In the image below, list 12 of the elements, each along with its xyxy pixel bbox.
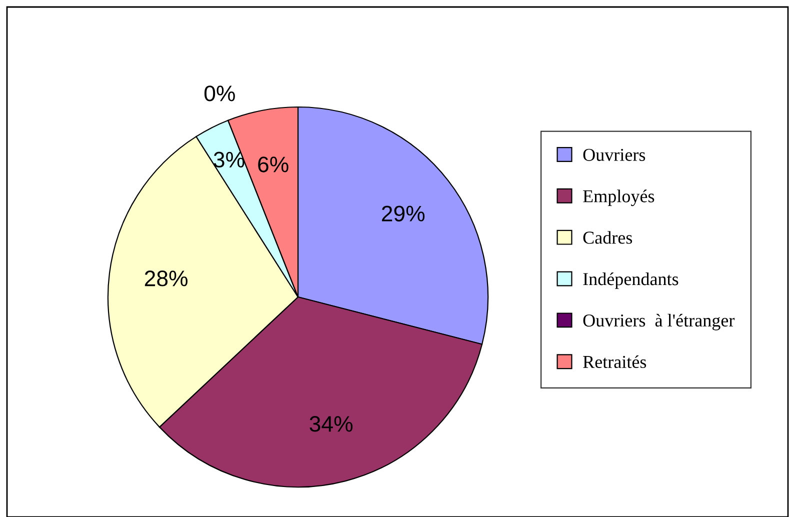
data-label: 29% xyxy=(382,206,425,222)
legend-label: Employés xyxy=(583,190,654,206)
data-label: 34% xyxy=(310,416,353,432)
legend-label: Ouvriers à l'étranger xyxy=(583,314,735,330)
data-label: 6% xyxy=(258,156,288,172)
legend-label: Cadres xyxy=(583,231,632,244)
text: 0% xyxy=(204,86,235,102)
data-label: 3% xyxy=(214,152,244,168)
legend-label: Ouvriers xyxy=(583,148,646,161)
legend-label: Retraités xyxy=(583,355,646,368)
legend-label: Indépendants xyxy=(583,272,678,289)
data-label: 28% xyxy=(144,270,188,286)
